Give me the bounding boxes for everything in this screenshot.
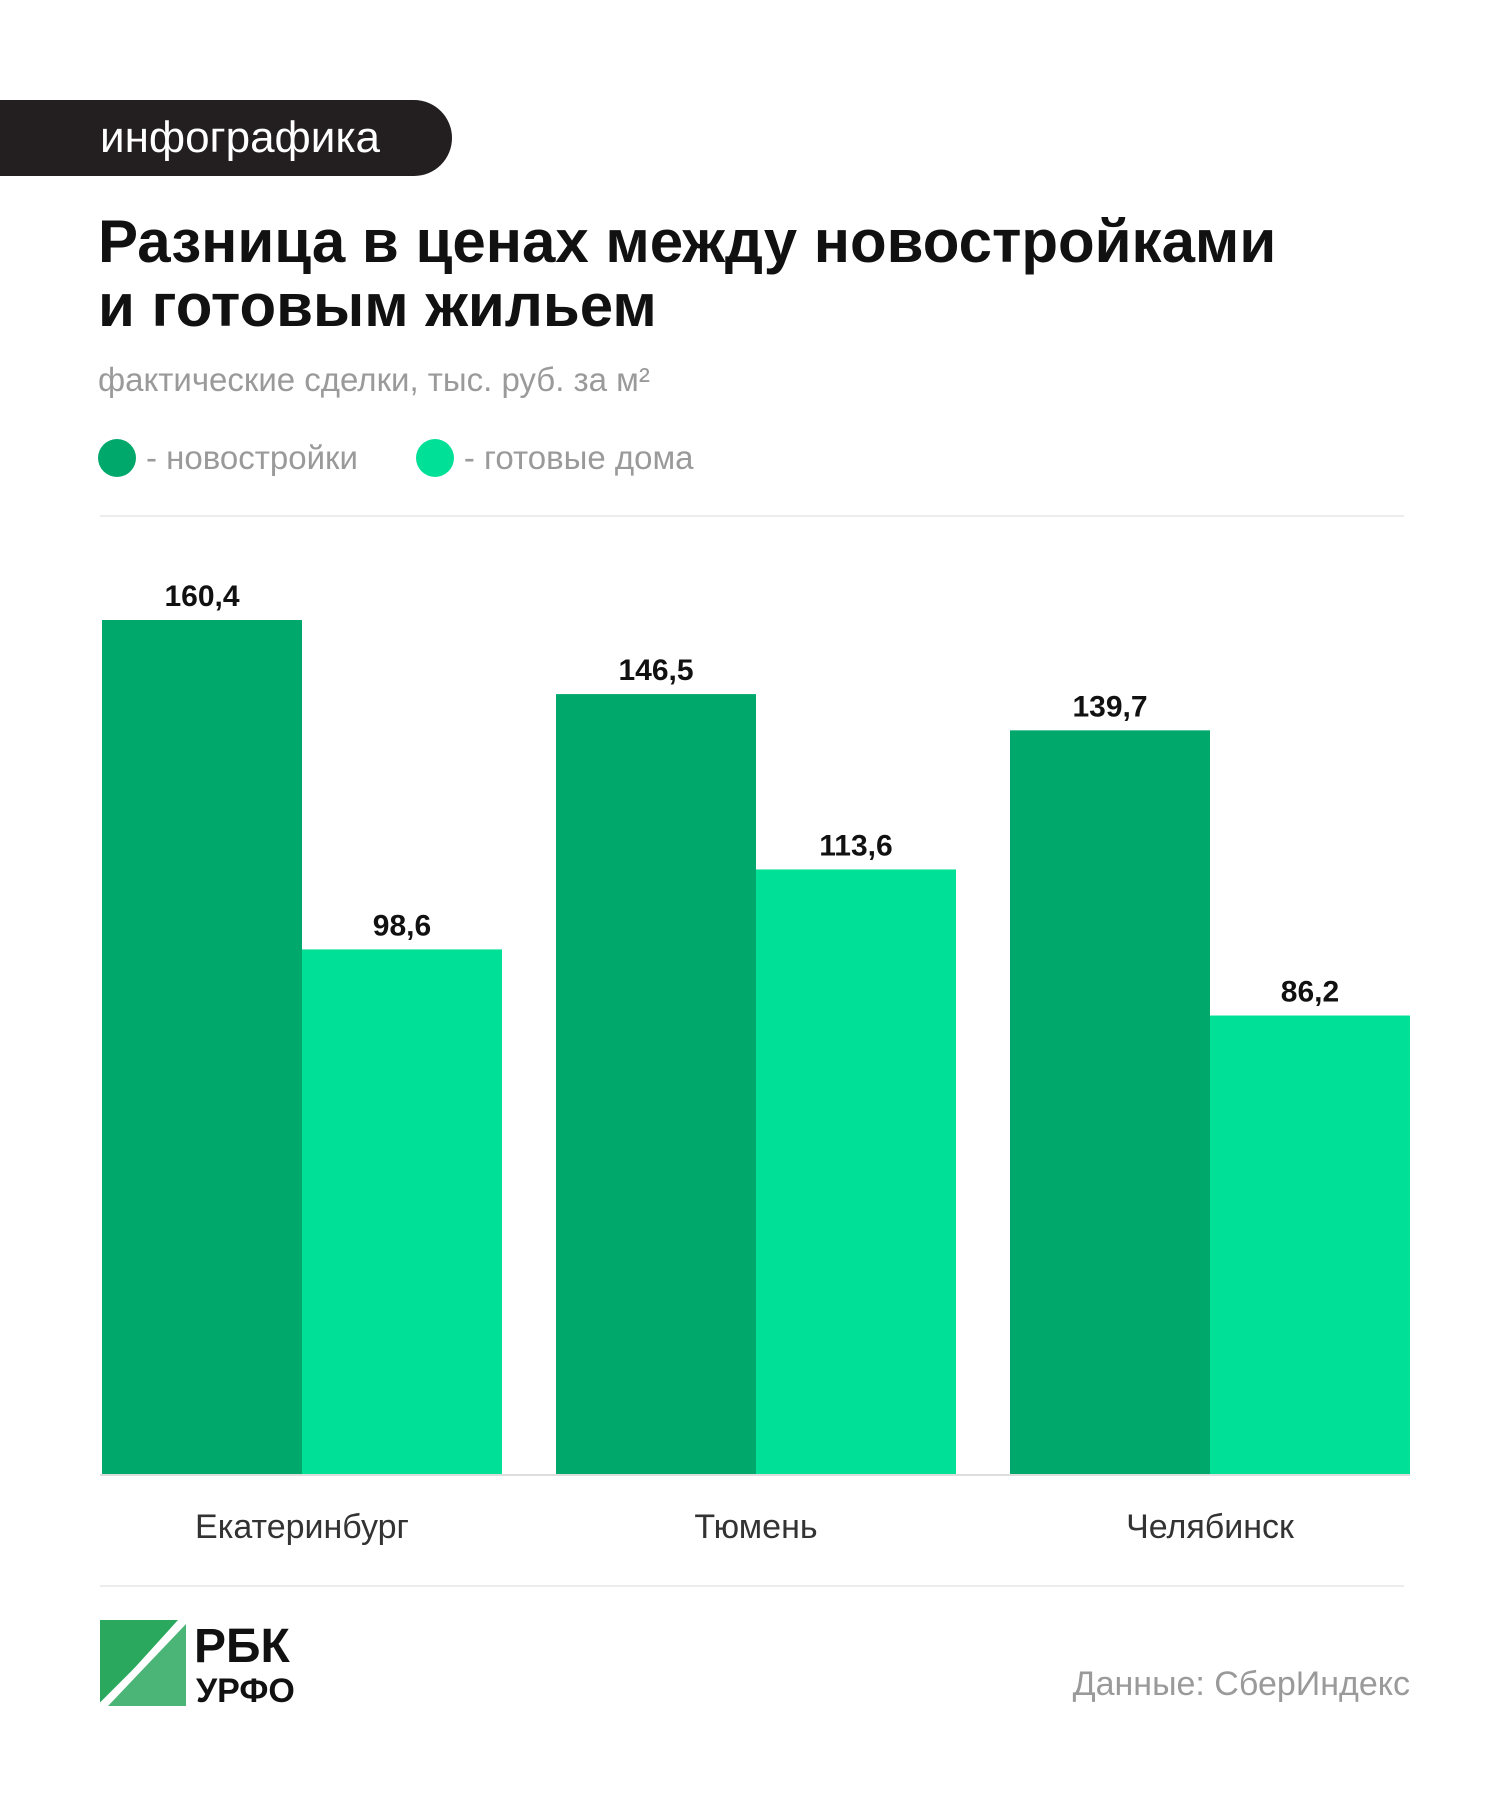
value-label-ready-homes-1: 113,6 [819,829,892,862]
category-label-1: Тюмень [694,1508,817,1546]
rbc-urfo-logo: РБК УРФО [100,1620,295,1706]
value-label-ready-homes-2: 86,2 [1281,976,1339,1009]
chart-subtitle: фактические сделки, тыс. руб. за м² [98,361,650,398]
bar-new-buildings-1 [556,694,756,1475]
bottom-divider [100,1585,1404,1587]
logo-line-1: РБК [194,1620,291,1673]
bar-new-buildings-2 [1010,730,1210,1475]
legend-swatch-ready-homes [415,439,454,477]
title-line-1: Разница в ценах между новостройками [98,208,1277,275]
bar-ready-homes-1 [756,869,956,1475]
legend-item-ready-homes: - готовые дома [415,439,694,477]
legend-label-ready-homes: - готовые дома [463,439,694,476]
value-label-ready-homes-0: 98,6 [373,909,431,942]
bar-ready-homes-2 [1210,1015,1410,1475]
category-label-0: Екатеринбург [195,1508,409,1546]
legend-item-new-buildings: - новостройки [98,439,358,477]
legend-swatch-new-buildings [98,439,136,477]
bar-new-buildings-0 [102,620,302,1475]
legend-label-new-buildings: - новостройки [146,439,358,476]
value-label-new-buildings-1: 146,5 [618,654,693,687]
value-label-new-buildings-0: 160,4 [164,580,239,613]
chart-legend: - новостройки - готовые дома [98,436,752,480]
title-line-2: и готовым жильем [98,272,657,339]
logo-mark-light [108,1624,186,1706]
logo-line-2: УРФО [196,1672,295,1706]
bar-chart: 160,4 98,6 Екатеринбург 146,5 113,6 Тюмень 139… [100,580,1410,1546]
logo-mark-slash [100,1620,188,1706]
infographic-tag: инфографика [0,100,452,176]
top-divider [100,515,1404,517]
chart-title: Разница в ценах между новостройками и го… [98,210,1428,338]
data-source: Данные: СберИндекс [1072,1665,1410,1703]
category-label-2: Челябинск [1126,1508,1295,1546]
value-label-new-buildings-2: 139,7 [1072,690,1147,723]
bar-ready-homes-0 [302,949,502,1475]
